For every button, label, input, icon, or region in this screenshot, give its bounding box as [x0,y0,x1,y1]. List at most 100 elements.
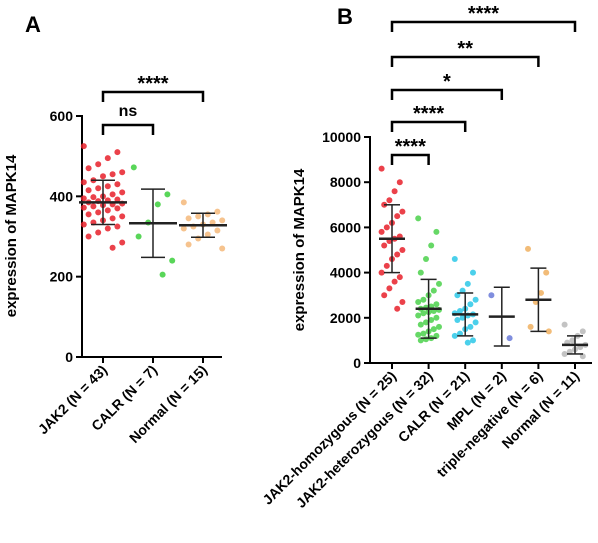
data-point [95,209,102,216]
data-point [579,328,586,335]
data-point [114,205,121,212]
data-point [114,223,121,230]
data-point [464,280,471,287]
data-point [381,292,388,299]
data-point [109,215,116,222]
data-point [415,312,422,319]
data-point [219,245,226,252]
data-point [391,188,398,195]
y-tick-label: 400 [50,188,74,204]
y-tick-label: 600 [50,108,74,124]
significance-label: **** [413,103,444,125]
data-point [119,213,126,220]
data-point [386,197,393,204]
data-point [396,179,403,186]
data-point [185,241,192,248]
significance-bracket [390,88,504,100]
data-point [394,213,401,220]
significance-label: **** [468,3,499,25]
data-point [561,321,568,328]
data-point [561,350,568,357]
data-point [204,211,211,218]
data-point [378,228,385,235]
data-point [457,330,463,337]
data-point [467,323,474,330]
data-point [467,301,474,308]
data-point [451,332,458,339]
y-tick-label: 0 [65,349,73,365]
data-point [525,245,531,252]
data-point [95,229,102,236]
data-point [214,208,221,215]
data-point [417,337,424,344]
data-point [488,292,495,299]
data-point [399,247,406,253]
data-point [436,280,442,287]
data-point [391,278,398,285]
data-point [399,298,406,305]
data-point [114,181,121,188]
data-point [566,348,573,355]
data-point [85,187,92,194]
data-point [119,169,126,176]
data-point [104,207,111,214]
significance-bracket [101,123,155,135]
data-point [545,328,552,335]
y-tick-label: 4000 [330,265,361,281]
y-tick-label: 0 [353,355,361,371]
data-point [119,239,126,246]
data-point [180,199,187,206]
data-point [454,317,461,324]
data-point [85,211,92,218]
data-point [135,233,142,240]
data-point [85,233,92,240]
y-tick-label: 10000 [322,129,361,145]
data-point [85,165,92,172]
data-point [569,337,576,344]
data-point [80,143,87,150]
significance-label: **** [395,136,426,158]
data-point [579,353,586,360]
data-point [95,185,102,192]
data-point [130,164,137,171]
data-point [428,242,435,249]
significance-bracket [390,153,430,165]
data-point [80,221,87,228]
x-tick-label: JAK2-homozygous (N = 25) [259,368,399,508]
data-point [80,204,87,211]
data-point [430,287,437,294]
panel-label: A [25,12,41,37]
data-point [383,224,390,231]
data-point [204,231,211,238]
data-point [195,213,202,220]
data-point [415,298,422,305]
data-point [433,301,440,308]
data-point [543,269,550,276]
data-point [527,323,534,330]
data-point [433,314,440,321]
y-tick-label: 8000 [330,174,361,190]
data-point [90,203,97,210]
y-axis-label: expression of MAPK14 [3,154,20,317]
data-point [459,314,466,321]
data-point [185,215,192,222]
data-point [472,319,479,326]
data-point [428,317,435,324]
data-point [464,339,471,346]
significance-bracket [390,120,467,132]
data-point [417,269,424,276]
data-point [396,274,403,281]
data-point [90,194,97,201]
data-point [180,225,187,232]
data-point [381,242,388,249]
significance-bracket [390,55,540,67]
significance-label: * [443,71,451,93]
data-point [104,183,111,190]
data-point [104,155,111,162]
data-point [378,269,385,276]
y-axis-label: expression of MAPK14 [291,168,308,331]
data-point [470,269,476,276]
data-point [114,149,121,156]
data-point [457,308,463,315]
